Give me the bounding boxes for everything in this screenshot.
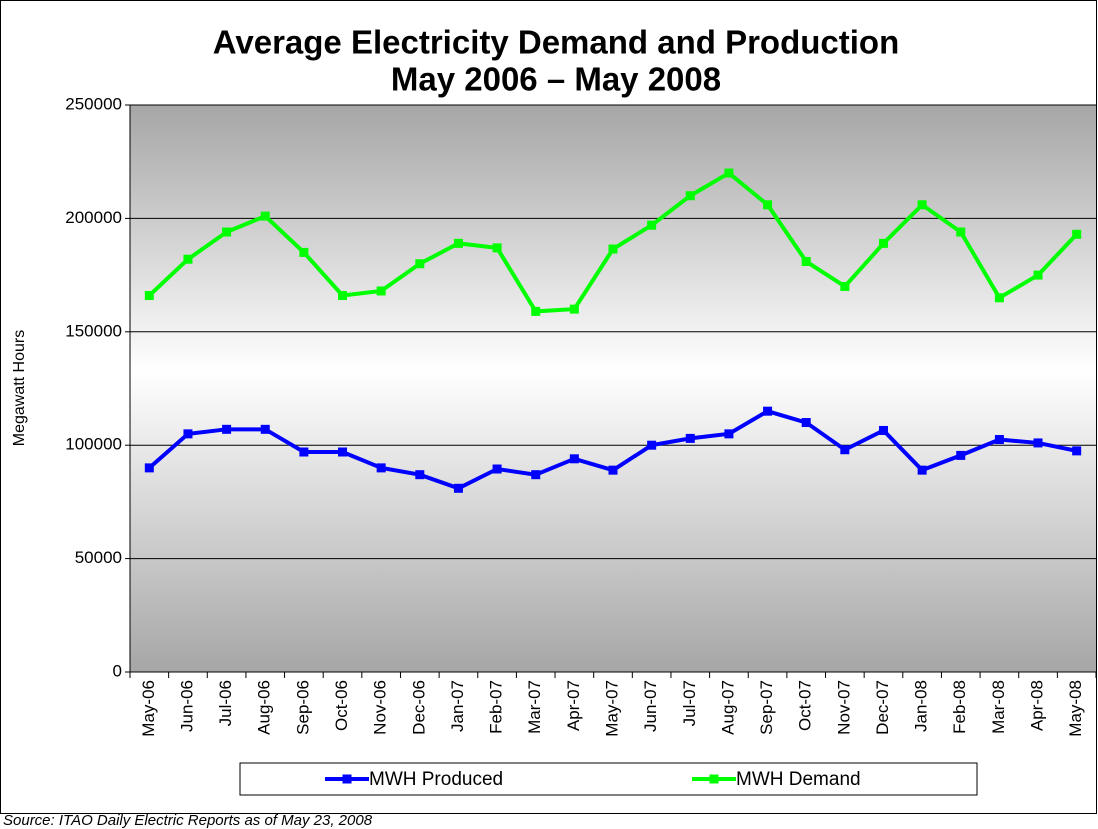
point-marker bbox=[917, 200, 927, 210]
point-marker bbox=[222, 424, 232, 434]
y-tick-label: 100000 bbox=[65, 435, 122, 454]
point-marker bbox=[763, 200, 773, 210]
point-marker bbox=[647, 440, 657, 450]
point-marker bbox=[763, 406, 773, 416]
x-tick-label: Jan-07 bbox=[448, 680, 467, 732]
chart-title: Average Electricity Demand and Productio… bbox=[213, 24, 899, 61]
point-marker bbox=[183, 429, 193, 439]
x-tick-label: Jan-08 bbox=[912, 680, 931, 732]
point-marker bbox=[801, 418, 811, 428]
point-marker bbox=[144, 291, 154, 301]
point-marker bbox=[569, 454, 579, 464]
legend-label: MWH Produced bbox=[369, 769, 503, 790]
point-marker bbox=[685, 433, 695, 443]
point-marker bbox=[569, 304, 579, 314]
point-marker bbox=[492, 243, 502, 253]
point-marker bbox=[724, 168, 734, 178]
x-tick-label: May-08 bbox=[1066, 680, 1085, 737]
legend-label: MWH Demand bbox=[736, 769, 861, 790]
x-tick-label: Nov-07 bbox=[834, 680, 853, 735]
y-tick-label: 150000 bbox=[65, 321, 122, 340]
point-marker bbox=[183, 254, 193, 264]
point-marker bbox=[299, 447, 309, 457]
x-tick-label: Oct-07 bbox=[796, 680, 815, 731]
legend-marker bbox=[709, 774, 719, 784]
y-tick-label: 0 bbox=[113, 661, 122, 680]
x-tick-label: Jul-07 bbox=[680, 680, 699, 726]
x-tick-label: Oct-06 bbox=[332, 680, 351, 731]
point-marker bbox=[1072, 229, 1082, 239]
y-axis-label: Megawatt Hours bbox=[11, 330, 28, 447]
x-tick-label: Dec-06 bbox=[409, 680, 428, 735]
x-tick-label: Jul-06 bbox=[216, 680, 235, 726]
point-marker bbox=[1072, 446, 1082, 456]
point-marker bbox=[144, 463, 154, 473]
point-marker bbox=[878, 425, 888, 435]
point-marker bbox=[608, 465, 618, 475]
point-marker bbox=[878, 238, 888, 248]
point-marker bbox=[338, 447, 348, 457]
x-tick-label: May-07 bbox=[602, 680, 621, 737]
x-tick-label: Mar-07 bbox=[525, 680, 544, 734]
point-marker bbox=[492, 464, 502, 474]
point-marker bbox=[260, 424, 270, 434]
point-marker bbox=[1033, 270, 1043, 280]
legend-marker bbox=[342, 774, 352, 784]
point-marker bbox=[222, 227, 232, 237]
point-marker bbox=[453, 238, 463, 248]
point-marker bbox=[453, 483, 463, 493]
x-tick-label: Aug-07 bbox=[718, 680, 737, 735]
x-tick-label: Dec-07 bbox=[873, 680, 892, 735]
point-marker bbox=[840, 445, 850, 455]
point-marker bbox=[647, 220, 657, 230]
point-marker bbox=[801, 256, 811, 266]
y-tick-label: 200000 bbox=[65, 208, 122, 227]
point-marker bbox=[1033, 438, 1043, 448]
point-marker bbox=[917, 465, 927, 475]
chart-subtitle: May 2006 – May 2008 bbox=[391, 61, 721, 98]
point-marker bbox=[956, 450, 966, 460]
point-marker bbox=[299, 247, 309, 257]
point-marker bbox=[338, 291, 348, 301]
point-marker bbox=[415, 470, 425, 480]
point-marker bbox=[376, 463, 386, 473]
plot-area bbox=[130, 105, 1096, 672]
y-tick-label: 250000 bbox=[65, 94, 122, 113]
x-tick-label: Sep-07 bbox=[757, 680, 776, 735]
point-marker bbox=[415, 259, 425, 269]
x-tick-label: Jun-07 bbox=[641, 680, 660, 732]
x-tick-label: Feb-08 bbox=[950, 680, 969, 734]
point-marker bbox=[608, 244, 618, 254]
point-marker bbox=[994, 435, 1004, 445]
x-tick-label: Sep-06 bbox=[293, 680, 312, 735]
point-marker bbox=[531, 470, 541, 480]
point-marker bbox=[531, 306, 541, 316]
point-marker bbox=[685, 191, 695, 201]
x-tick-label: Mar-08 bbox=[989, 680, 1008, 734]
point-marker bbox=[724, 429, 734, 439]
x-tick-label: Nov-06 bbox=[371, 680, 390, 735]
x-tick-label: Aug-06 bbox=[255, 680, 274, 735]
source-note: Source: ITAO Daily Electric Reports as o… bbox=[3, 812, 373, 829]
point-marker bbox=[956, 227, 966, 237]
x-tick-label: Apr-07 bbox=[564, 680, 583, 731]
x-tick-label: Jun-06 bbox=[177, 680, 196, 732]
point-marker bbox=[994, 293, 1004, 303]
point-marker bbox=[840, 281, 850, 291]
x-tick-label: Feb-07 bbox=[487, 680, 506, 734]
y-tick-label: 50000 bbox=[75, 548, 122, 567]
point-marker bbox=[260, 211, 270, 221]
x-tick-label: May-06 bbox=[139, 680, 158, 737]
point-marker bbox=[376, 286, 386, 296]
x-tick-label: Apr-08 bbox=[1028, 680, 1047, 731]
